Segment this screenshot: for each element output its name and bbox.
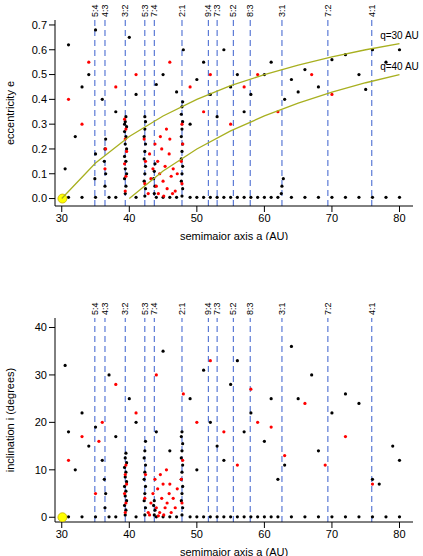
- svg-text:0.7: 0.7: [32, 19, 47, 31]
- svg-text:4:1: 4:1: [367, 302, 377, 315]
- svg-text:80: 80: [393, 212, 405, 224]
- svg-text:3:1: 3:1: [277, 4, 287, 17]
- svg-text:3:1: 3:1: [277, 302, 287, 315]
- svg-text:50: 50: [191, 528, 203, 540]
- svg-text:7:4: 7:4: [149, 4, 159, 17]
- svg-text:80: 80: [393, 528, 405, 540]
- svg-text:0.5: 0.5: [32, 68, 47, 80]
- svg-text:3:2: 3:2: [120, 4, 130, 17]
- svg-text:60: 60: [258, 212, 270, 224]
- svg-text:70: 70: [326, 212, 338, 224]
- svg-text:semimajor axis a (AU): semimajor axis a (AU): [180, 546, 288, 556]
- svg-text:30: 30: [35, 369, 47, 381]
- svg-text:7:2: 7:2: [323, 4, 333, 17]
- svg-text:5:4: 5:4: [90, 4, 100, 17]
- svg-text:30: 30: [56, 212, 68, 224]
- svg-text:8:3: 8:3: [245, 4, 255, 17]
- svg-text:7:2: 7:2: [323, 302, 333, 315]
- svg-text:4:3: 4:3: [100, 4, 110, 17]
- svg-text:q=40 AU: q=40 AU: [380, 61, 415, 72]
- svg-text:0.0: 0.0: [32, 192, 47, 204]
- svg-text:60: 60: [258, 528, 270, 540]
- svg-text:8:3: 8:3: [245, 302, 255, 315]
- svg-text:q=30 AU: q=30 AU: [380, 30, 415, 41]
- svg-text:9:4: 9:4: [203, 302, 214, 315]
- svg-text:30: 30: [56, 528, 68, 540]
- svg-text:2:1: 2:1: [177, 4, 187, 17]
- svg-text:5:4: 5:4: [90, 302, 100, 315]
- svg-text:0.3: 0.3: [32, 118, 47, 130]
- svg-text:2:1: 2:1: [177, 302, 187, 315]
- svg-text:inclination i (degrees): inclination i (degrees): [8, 368, 16, 473]
- svg-text:4:3: 4:3: [100, 302, 110, 315]
- svg-text:semimajor axis a (AU): semimajor axis a (AU): [180, 230, 288, 240]
- svg-text:0.6: 0.6: [32, 44, 47, 56]
- svg-text:0: 0: [41, 511, 47, 523]
- svg-text:0.2: 0.2: [32, 143, 47, 155]
- svg-text:eccentricity e: eccentricity e: [8, 81, 16, 145]
- svg-text:7:3: 7:3: [212, 302, 222, 315]
- svg-text:40: 40: [123, 528, 135, 540]
- svg-text:7:4: 7:4: [149, 302, 159, 315]
- svg-text:5:3: 5:3: [139, 4, 150, 17]
- svg-text:3:2: 3:2: [120, 302, 130, 315]
- svg-text:9:4: 9:4: [203, 4, 214, 17]
- svg-text:5:3: 5:3: [139, 302, 150, 315]
- svg-text:4:1: 4:1: [367, 4, 377, 17]
- svg-text:7:3: 7:3: [212, 4, 222, 17]
- svg-text:10: 10: [35, 464, 47, 476]
- svg-text:0.1: 0.1: [32, 168, 47, 180]
- svg-text:40: 40: [123, 212, 135, 224]
- svg-text:40: 40: [35, 321, 47, 333]
- svg-text:70: 70: [326, 528, 338, 540]
- svg-text:5:2: 5:2: [228, 302, 238, 315]
- svg-text:20: 20: [35, 416, 47, 428]
- svg-text:5:2: 5:2: [228, 4, 238, 17]
- svg-text:0.4: 0.4: [32, 93, 47, 105]
- svg-text:50: 50: [191, 212, 203, 224]
